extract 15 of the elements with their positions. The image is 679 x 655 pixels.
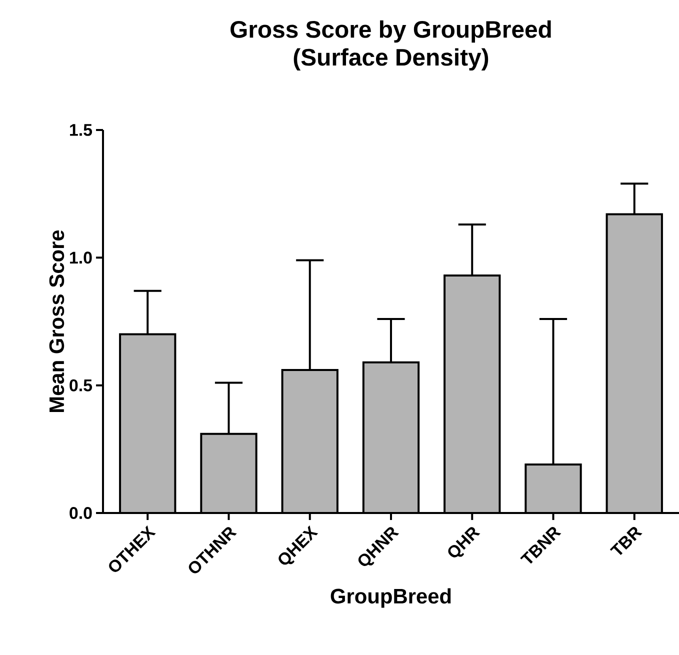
bar xyxy=(444,276,500,513)
chart-subtitle: (Surface Density) xyxy=(294,48,488,71)
chart-title: Gross Score by GroupBreed xyxy=(230,20,551,43)
bar xyxy=(201,434,256,513)
y-axis-title: Mean Gross Score xyxy=(49,230,64,412)
y-tick-label: 0.5 xyxy=(70,379,92,392)
bar xyxy=(282,370,338,513)
y-tick-label: 1.0 xyxy=(70,252,92,264)
y-tick-label: 0.0 xyxy=(70,507,92,519)
x-axis-title: GroupBreed xyxy=(330,588,451,608)
bar xyxy=(363,362,419,513)
y-tick-label: 1.5 xyxy=(70,124,92,136)
bar xyxy=(526,464,581,513)
bar xyxy=(120,334,176,513)
x-tick-label: TBR xyxy=(610,527,642,556)
